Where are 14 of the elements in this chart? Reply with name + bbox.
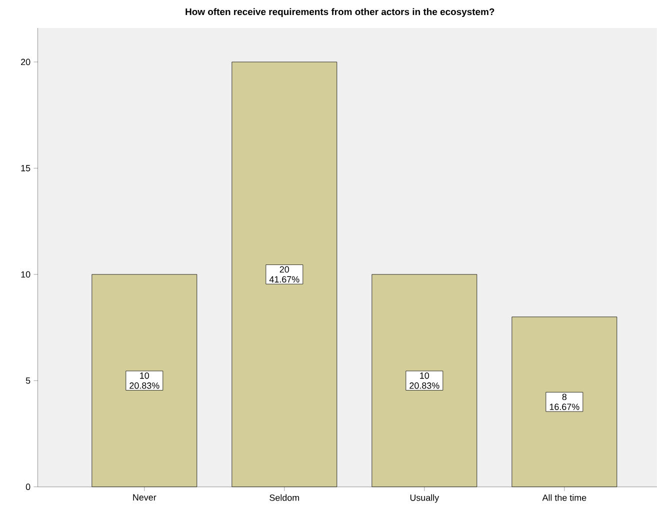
data-label: 20 41.67% [269,266,300,283]
data-label: 8 16.67% [550,394,580,410]
y-tick-label: 15 [21,165,30,172]
x-tick-label: Seldom [270,494,299,501]
y-tick-label: 10 [21,271,30,278]
data-label: 10 20.83% [130,372,160,389]
x-tick-label: All the time [542,494,586,501]
y-tick-label: 0 [26,484,30,490]
y-tick-label: 5 [26,378,30,384]
y-tick-label: 20 [21,58,30,66]
chart-title: How often receive requirements from other actors in the ecosystem? [186,8,494,18]
data-label: 10 20.83% [410,372,440,389]
x-tick-label: Never [133,494,156,501]
x-tick-label: Usually [410,494,440,503]
